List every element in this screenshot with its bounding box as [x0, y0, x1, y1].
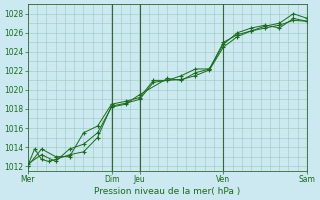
- X-axis label: Pression niveau de la mer( hPa ): Pression niveau de la mer( hPa ): [94, 187, 241, 196]
